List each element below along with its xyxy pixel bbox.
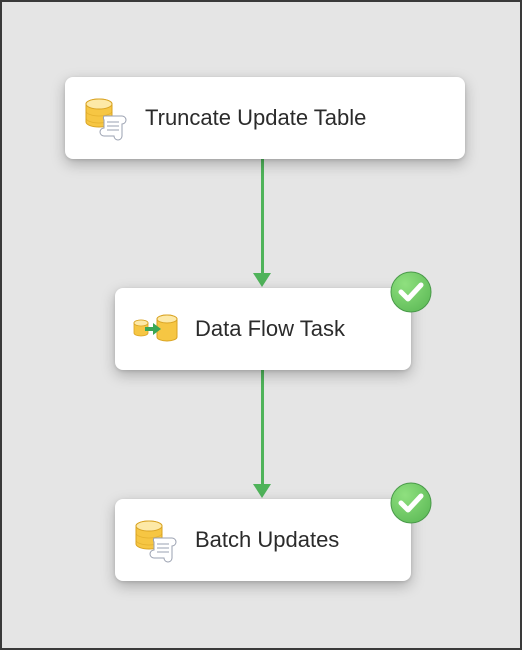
- db-flow-icon: [131, 305, 179, 353]
- task-label: Batch Updates: [195, 526, 395, 554]
- db-script-icon: [81, 94, 129, 142]
- task-node-truncate[interactable]: Truncate Update Table: [65, 77, 465, 159]
- flowchart-canvas: Truncate Update Table Data Flow Task: [0, 0, 522, 650]
- task-label: Truncate Update Table: [145, 104, 449, 132]
- task-node-batch[interactable]: Batch Updates: [115, 499, 411, 581]
- db-script-icon: [131, 516, 179, 564]
- task-node-dataflow[interactable]: Data Flow Task: [115, 288, 411, 370]
- task-label: Data Flow Task: [195, 315, 395, 343]
- status-success-icon: [389, 481, 433, 525]
- status-success-icon: [389, 270, 433, 314]
